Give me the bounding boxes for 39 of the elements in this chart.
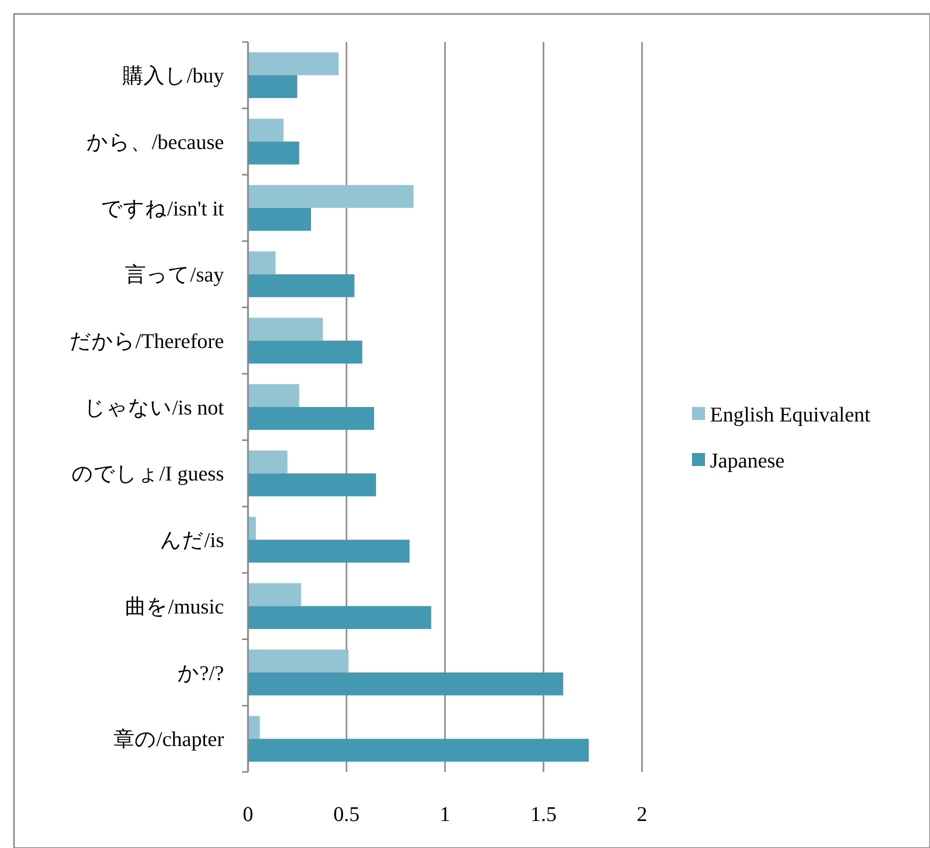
legend-label: English Equivalent (710, 402, 871, 426)
y-tick-label: ですね/isn't it (101, 196, 224, 220)
bar (248, 274, 354, 298)
bar (248, 650, 348, 672)
y-tick-label: だから/Therefore (69, 328, 224, 353)
bar (248, 716, 260, 739)
y-tick-label: じゃない/is not (84, 395, 224, 420)
bar (248, 473, 376, 496)
bar (248, 583, 302, 606)
y-tick-label: 章の/chapter (113, 727, 224, 752)
y-tick-label: 言って/say (125, 262, 224, 287)
bar (248, 118, 284, 142)
bar (248, 540, 410, 563)
y-tick-label: か?/? (178, 660, 224, 685)
x-tick-label: 1.5 (530, 802, 557, 826)
bar (248, 450, 288, 474)
bar (248, 52, 339, 76)
y-tick-label: から、/because (86, 130, 224, 154)
bar (248, 208, 312, 231)
y-tick-label: 購入し/buy (122, 64, 224, 88)
bar (248, 75, 298, 98)
legend-label: Japanese (710, 448, 785, 472)
bar (248, 672, 564, 696)
y-tick-label: んだ/is (160, 528, 224, 552)
x-tick-label: 2 (636, 802, 648, 826)
bar (248, 606, 432, 629)
bar (248, 318, 323, 341)
bar (248, 251, 276, 274)
x-tick-label: 0 (242, 802, 254, 826)
bar (248, 340, 362, 364)
bar (248, 384, 300, 407)
bar (248, 185, 414, 208)
y-tick-label: のでしょ/I guess (71, 462, 224, 486)
bar (248, 407, 374, 430)
x-tick-label: 1 (440, 802, 450, 826)
bar (248, 738, 589, 762)
x-tick-label: 0.5 (333, 802, 360, 826)
bar (248, 142, 300, 164)
y-tick-label: 曲を/music (125, 594, 224, 618)
